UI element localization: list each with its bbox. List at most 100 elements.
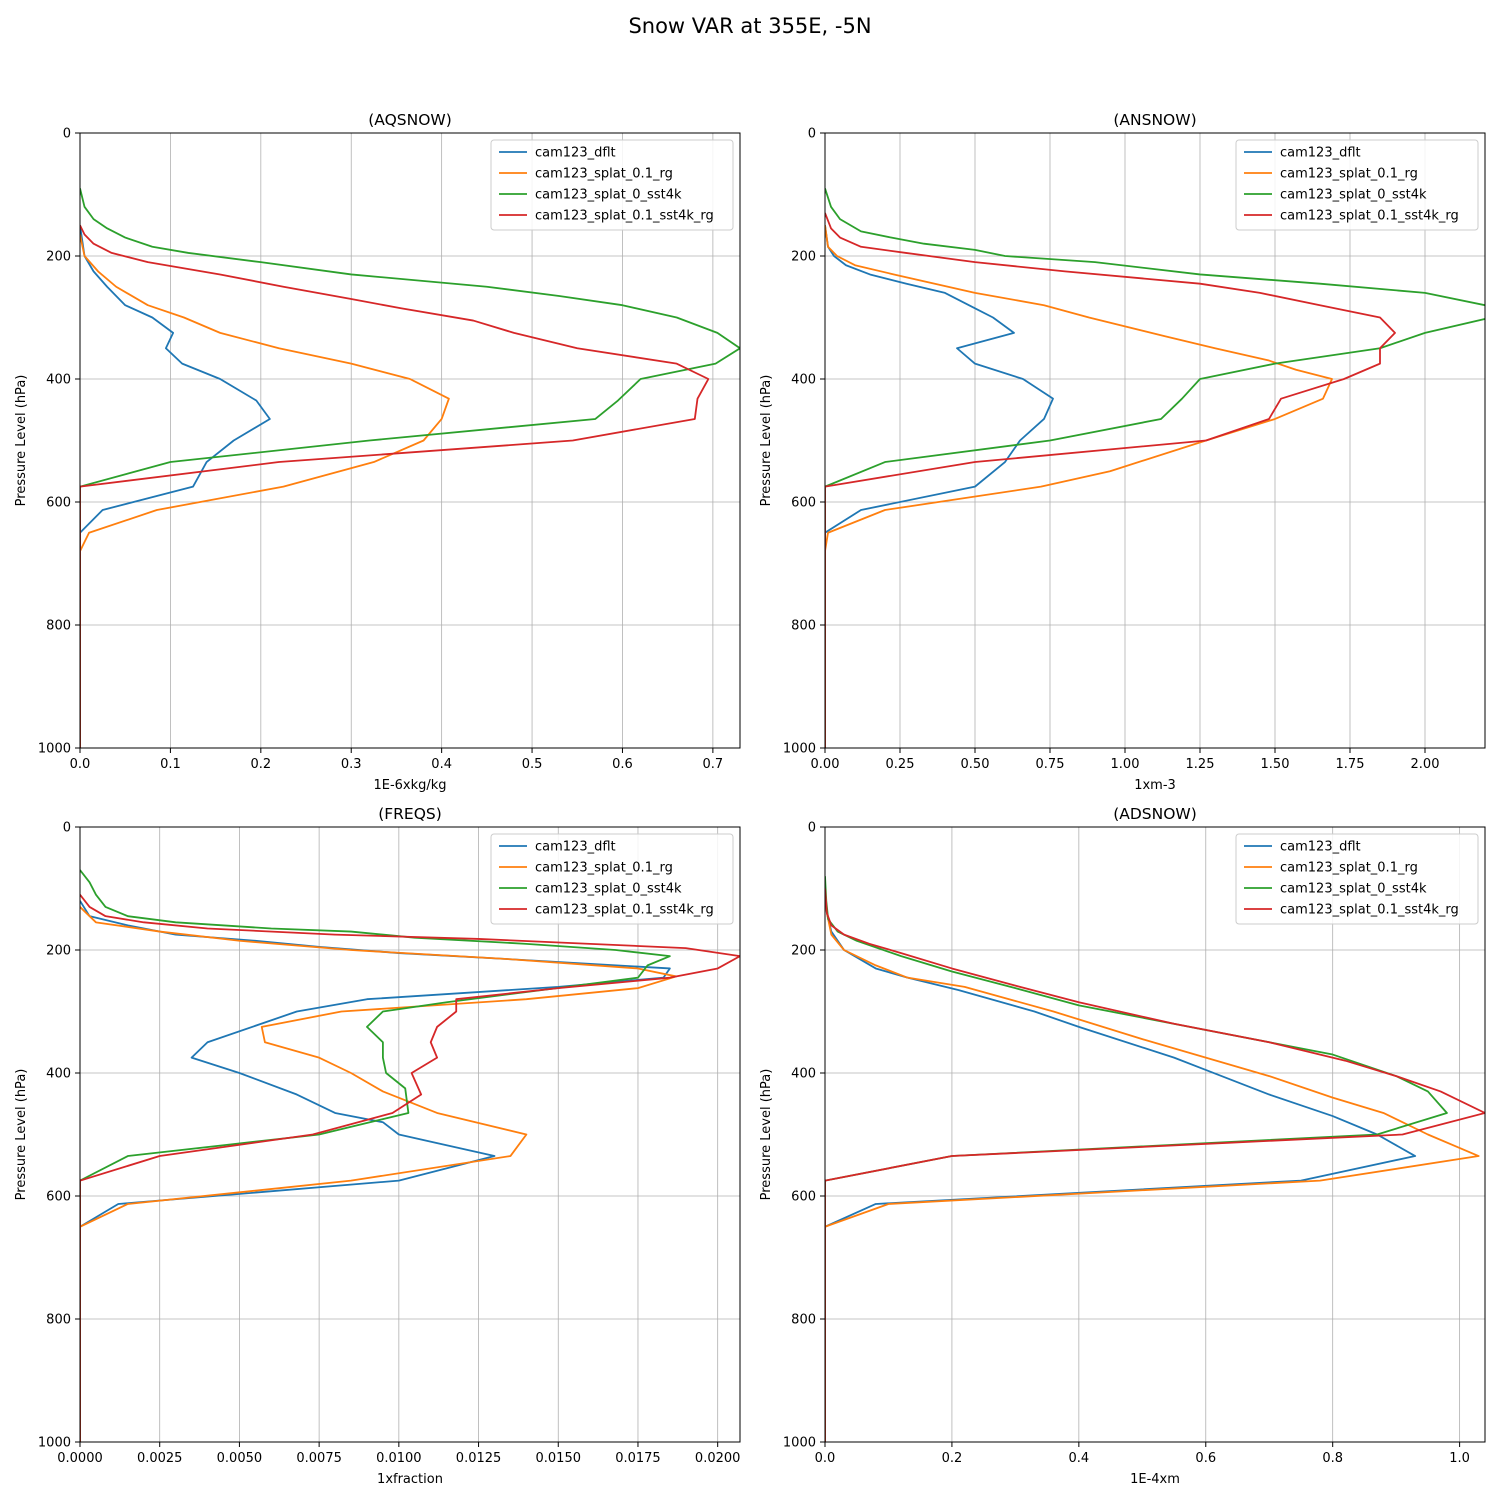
y-axis-label: Pressure Level (hPa) [759,375,774,507]
y-tick-label: 0 [808,821,816,836]
legend-entry: cam123_splat_0_sst4k [535,188,682,203]
legend-entry: cam123_dflt [1280,146,1361,161]
chart-panel-1: 0.0 0.1 0.2 0.3 0.4 0.5 0.6 0.7 0 200 400 600 800 100… [14,111,741,793]
legend-entry: cam123_splat_0_sst4k [535,882,682,897]
legend-entry: cam123_splat_0.1_sst4k_rg [1280,209,1459,224]
panel-title: (FREQS) [378,805,442,823]
legend-entry: cam123_dflt [535,840,616,855]
legend-entry: cam123_splat_0_sst4k [1280,882,1427,897]
x-tick-label: 0.0075 [296,1451,342,1466]
legend-entry: cam123_dflt [535,146,616,161]
x-tick-label: 0.0125 [456,1451,502,1466]
legend: cam123_dflt cam123_splat_0.1_rg cam123_spl… [490,139,734,231]
plot-frame [824,132,1486,749]
series-line-cam123_splat_0.1_rg [80,906,678,1442]
x-tick-label: 0.00 [811,757,840,772]
y-tick-label: 0 [63,127,71,142]
y-tick-label: 200 [46,944,71,959]
legend-entry: cam123_splat_0.1_sst4k_rg [535,903,714,918]
series-line-cam123_splat_0_sst4k [80,188,740,748]
y-tick-label: 400 [791,1067,816,1082]
legend: cam123_dflt cam123_splat_0.1_rg cam123_spl… [1235,833,1479,925]
y-tick-label: 800 [791,1313,816,1328]
legend-entry: cam123_dflt [1280,840,1361,855]
legend-box [1235,139,1479,231]
series-line-cam123_splat_0_sst4k [825,876,1448,1442]
legend-box [490,139,734,231]
y-axis-label: Pressure Level (hPa) [14,375,29,507]
y-tick-label: 1000 [38,1436,71,1451]
x-tick-label: 1.50 [1261,757,1290,772]
x-tick-label: 0.2 [250,757,271,772]
legend-entry: cam123_splat_0.1_rg [1280,861,1418,876]
y-tick-label: 1000 [38,742,71,757]
y-tick-label: 800 [46,619,71,634]
x-axis-label: 1xm-3 [1134,778,1176,793]
y-tick-label: 200 [791,944,816,959]
x-tick-label: 0.50 [961,757,990,772]
y-tick-label: 600 [791,496,816,511]
series-line-cam123_splat_0.1_sst4k_rg [825,888,1485,1442]
series-line-cam123_dflt [825,225,1054,748]
x-tick-label: 0.75 [1036,757,1065,772]
legend-box [1235,833,1479,925]
x-tick-label: 0.0150 [536,1451,582,1466]
x-tick-label: 1.00 [1111,757,1140,772]
x-tick-label: 0.1 [160,757,181,772]
x-axis-label: 1E-4xm [1130,1472,1180,1487]
legend-entry: cam123_splat_0.1_rg [535,167,673,182]
legend-box [490,833,734,925]
panel-title: (ADSNOW) [1113,805,1197,823]
panel-title: (AQSNOW) [368,111,452,129]
x-tick-label: 0.5 [522,757,543,772]
x-tick-label: 0.4 [1069,1451,1090,1466]
chart-panel-2: 0.00 0.25 0.50 0.75 1.00 1.25 1.50 1.75 2.00 0 200… [759,111,1486,793]
y-tick-label: 0 [808,127,816,142]
y-axis-label: Pressure Level (hPa) [14,1069,29,1201]
series-line-cam123_dflt [80,225,271,748]
x-tick-label: 0.0100 [376,1451,422,1466]
x-tick-label: 0.3 [341,757,362,772]
plot-frame [79,132,741,749]
series-line-cam123_dflt [80,900,671,1442]
plot-frame [79,826,741,1443]
panel-title: (ANSNOW) [1113,111,1196,129]
legend-entry: cam123_splat_0.1_sst4k_rg [535,209,714,224]
series-line-cam123_splat_0.1_sst4k_rg [80,894,740,1442]
x-tick-label: 0.6 [1195,1451,1216,1466]
series-line-cam123_dflt [825,888,1417,1442]
series-line-cam123_splat_0.1_rg [825,225,1333,748]
x-tick-label: 1.25 [1186,757,1215,772]
x-tick-label: 0.0 [815,1451,836,1466]
legend: cam123_dflt cam123_splat_0.1_rg cam123_spl… [490,833,734,925]
y-tick-label: 200 [46,250,71,265]
y-tick-label: 800 [791,619,816,634]
y-tick-label: 600 [791,1190,816,1205]
legend-entry: cam123_splat_0.1_sst4k_rg [1280,903,1459,918]
series-line-cam123_splat_0.1_sst4k_rg [825,212,1396,748]
figure-title: Snow VAR at 355E, -5N [628,14,872,38]
y-tick-label: 600 [46,496,71,511]
legend: cam123_dflt cam123_splat_0.1_rg cam123_spl… [1235,139,1479,231]
x-tick-label: 1.75 [1336,757,1365,772]
y-tick-label: 1000 [783,1436,816,1451]
y-tick-label: 600 [46,1190,71,1205]
series-line-cam123_splat_0_sst4k [825,188,1485,748]
legend-entry: cam123_splat_0_sst4k [1280,188,1427,203]
x-tick-label: 0.6 [612,757,633,772]
y-tick-label: 1000 [783,742,816,757]
x-tick-label: 0.2 [942,1451,963,1466]
x-tick-label: 0.7 [703,757,724,772]
x-tick-label: 2.00 [1411,757,1440,772]
x-axis-label: 1xfraction [377,1472,443,1487]
chart-panel-3: 0.0000 0.0025 0.0050 0.0075 0.0100 0.0125 0.01… [14,805,741,1487]
x-tick-label: 0.0025 [137,1451,183,1466]
plot-frame [824,826,1486,1443]
x-tick-label: 0.0175 [615,1451,661,1466]
series-line-cam123_splat_0_sst4k [80,869,671,1442]
x-tick-label: 0.4 [431,757,452,772]
chart-panel-4: 0.0 0.2 0.4 0.6 0.8 1.0 0 200 400 600 800 1000 (ADSN… [759,805,1486,1487]
x-axis-label: 1E-6xkg/kg [373,778,446,793]
y-tick-label: 0 [63,821,71,836]
